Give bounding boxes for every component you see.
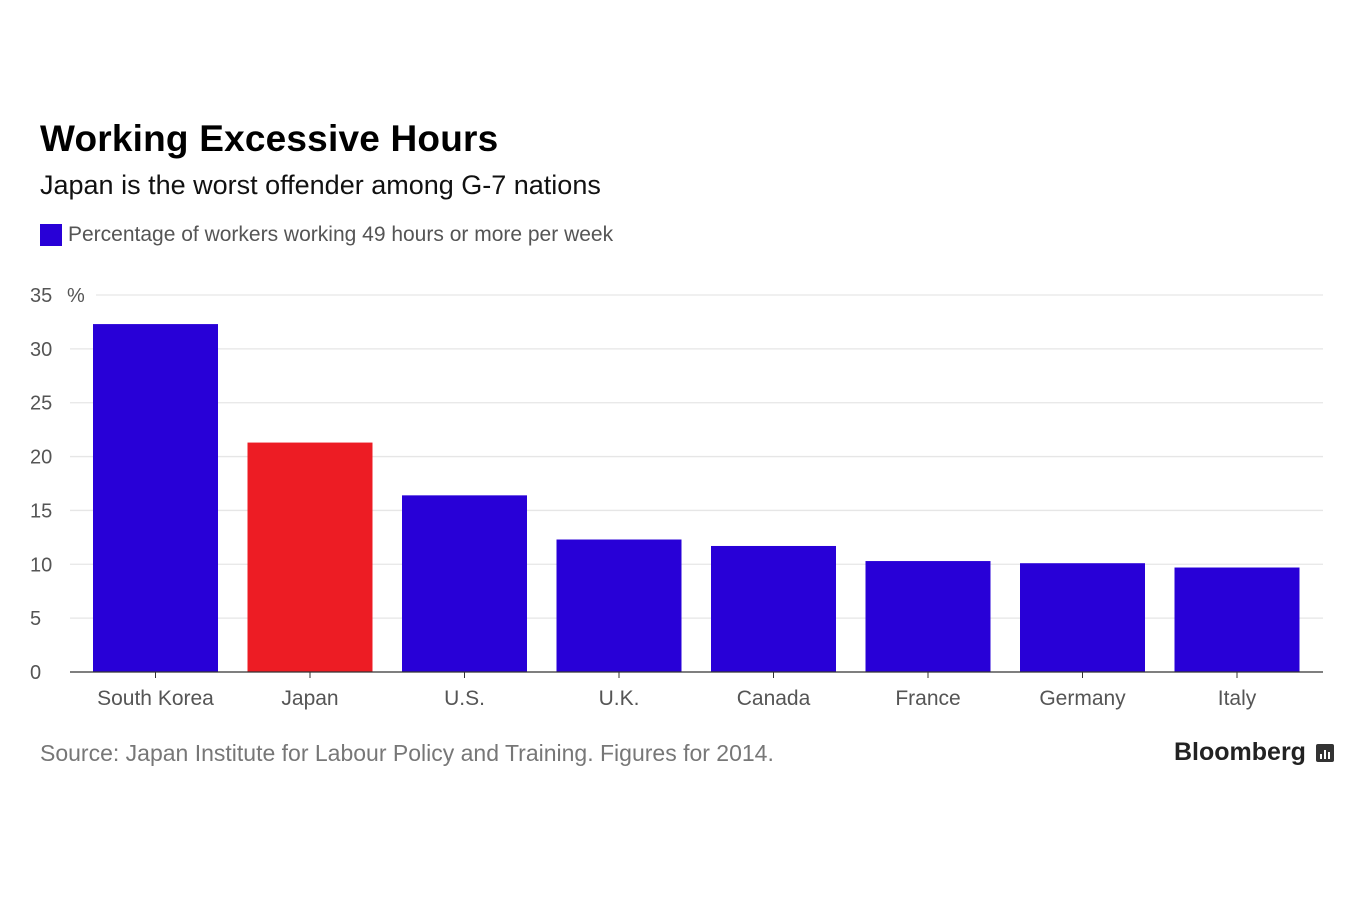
- y-tick-label: 5: [30, 608, 41, 630]
- chart-subtitle: Japan is the worst offender among G-7 na…: [40, 170, 601, 200]
- legend-swatch: [40, 224, 62, 246]
- y-tick-label: 30: [30, 339, 52, 361]
- x-tick-label: U.S.: [444, 687, 485, 710]
- x-tick-label: France: [895, 687, 960, 710]
- y-tick-label: 10: [30, 554, 52, 576]
- legend: Percentage of workers working 49 hours o…: [40, 223, 613, 247]
- x-tick-label: Japan: [281, 687, 338, 710]
- x-tick-label: Germany: [1039, 687, 1126, 710]
- bar-south-korea: [93, 324, 218, 672]
- y-tick-label: 25: [30, 393, 52, 415]
- bar-u-s-: [402, 495, 527, 672]
- legend-label: Percentage of workers working 49 hours o…: [68, 223, 614, 246]
- x-tick-label: Italy: [1218, 687, 1257, 710]
- y-unit-label: %: [67, 285, 85, 307]
- x-tick-label: U.K.: [599, 687, 640, 710]
- bloomberg-chart-icon: [1315, 743, 1334, 762]
- y-tick-label: 35: [30, 285, 52, 307]
- x-tick-label: South Korea: [97, 687, 214, 710]
- bloomberg-logo: Bloomberg: [1174, 738, 1334, 767]
- bar-u-k-: [556, 539, 682, 672]
- y-tick-label: 0: [30, 662, 41, 684]
- bar-japan: [247, 442, 373, 672]
- bar-canada: [711, 545, 836, 672]
- x-tick-label: Canada: [737, 687, 811, 710]
- bar-france: [865, 561, 991, 672]
- bar-germany: [1020, 563, 1145, 672]
- y-tick-label: 20: [30, 447, 52, 469]
- brand-name: Bloomberg: [1174, 738, 1306, 766]
- chart-title: Working Excessive Hours: [40, 118, 499, 159]
- y-tick-label: 15: [30, 500, 52, 522]
- source-note: Source: Japan Institute for Labour Polic…: [40, 740, 774, 766]
- bar-italy: [1174, 567, 1300, 672]
